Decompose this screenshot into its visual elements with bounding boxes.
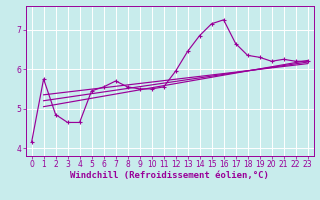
X-axis label: Windchill (Refroidissement éolien,°C): Windchill (Refroidissement éolien,°C) (70, 171, 269, 180)
